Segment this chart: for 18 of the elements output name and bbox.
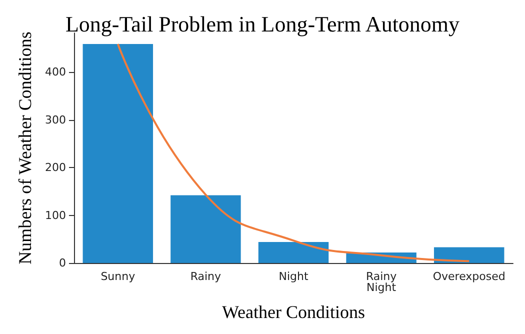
bar: [170, 195, 241, 263]
x-tick-label: Rainy Night: [366, 270, 398, 294]
y-axis-title: Numbers of Weather Conditions: [15, 32, 35, 264]
y-tick-label: 300: [45, 113, 66, 126]
chart-title: Long-Tail Problem in Long-Term Autonomy: [65, 12, 460, 36]
x-tick-label: Overexposed: [432, 270, 506, 283]
x-tick-label: Sunny: [100, 270, 136, 283]
bar: [434, 247, 504, 263]
y-tick-label: 200: [45, 161, 66, 174]
x-tick-label: Rainy: [190, 270, 222, 283]
y-tick-label: 100: [45, 208, 66, 222]
y-tick-label: 400: [45, 66, 66, 79]
line-series: [116, 42, 470, 262]
bar: [82, 44, 154, 263]
x-axis-title: Weather Conditions: [222, 302, 366, 322]
y-tick-label: 0: [59, 256, 66, 270]
x-tick-label: Night: [278, 270, 309, 283]
bar: [258, 242, 329, 263]
